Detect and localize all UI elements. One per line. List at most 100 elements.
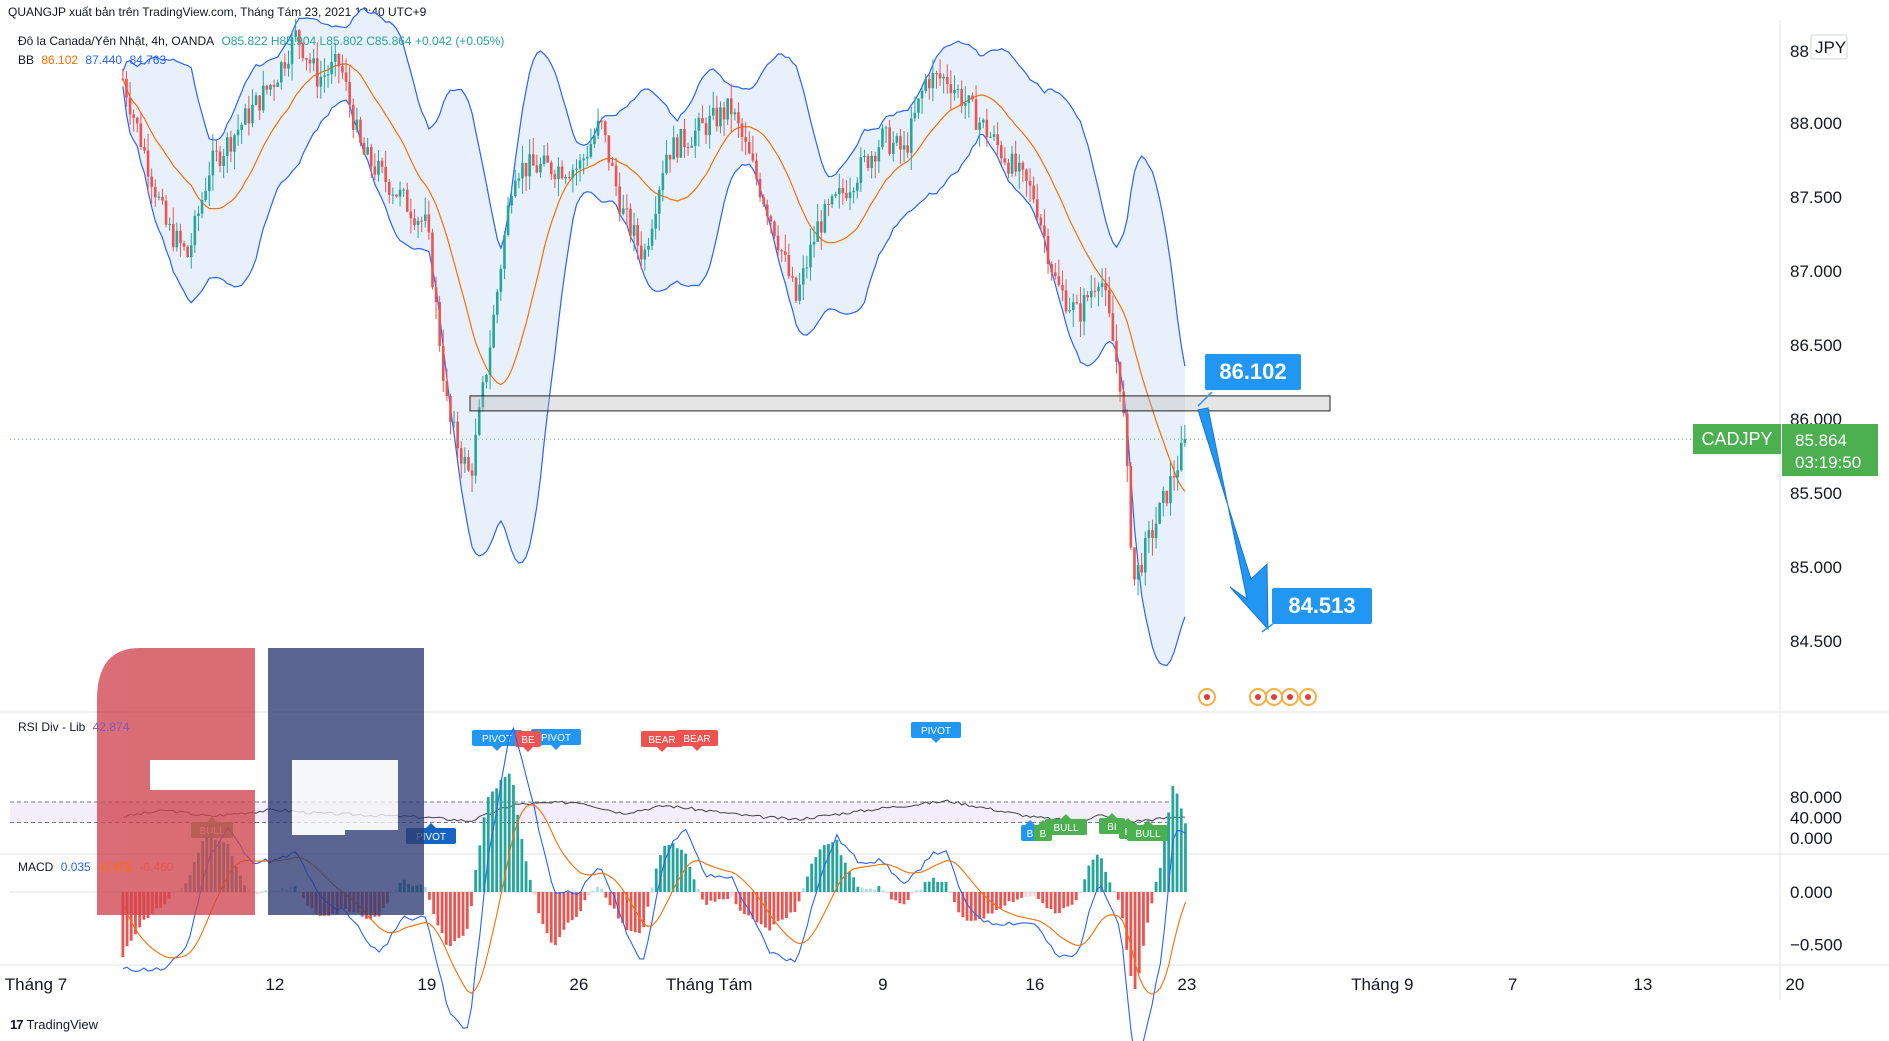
candle [596,108,600,140]
tradingview-logo-icon: 17 [10,1017,24,1032]
candle [798,272,801,305]
candle [1158,502,1161,525]
candle [308,52,312,73]
macd-histogram-bar [642,892,646,928]
candle [258,95,261,120]
axes-layer: 88.00087.50087.00086.50086.00085.50085.0… [5,34,1878,994]
macd-histogram-bar [869,888,872,892]
candle [884,125,888,144]
candle [769,214,773,234]
rsi-legend[interactable]: RSI Div - Lib 42.874 [18,720,133,734]
macd-histogram-bar [684,853,688,892]
candle [791,266,794,283]
macd-histogram-bar [659,855,662,892]
macd-histogram-bar [428,892,431,900]
macd-histogram-bar [449,892,452,947]
candle [600,118,603,130]
macd-histogram-bar [583,892,587,901]
macd-histogram-bar [1041,892,1045,904]
bb-legend[interactable]: BB 86.102 87.440 84.763 [18,53,170,67]
candle [830,194,834,209]
candle [121,68,125,81]
candle [805,255,809,279]
candle [758,172,762,202]
candle [665,139,668,175]
macd-histogram-bar [751,892,755,920]
macd-histogram-bar [701,892,704,900]
candle [337,52,341,84]
macd-histogram-bar [633,892,637,933]
candle [787,243,791,279]
candle [218,145,222,173]
candle [1035,183,1039,222]
candle [301,42,305,62]
time-tick-label: 7 [1508,975,1517,994]
candle [355,107,359,133]
candle [999,140,1003,165]
svg-text:BI: BI [1107,822,1116,833]
macd-histogram-bar [507,773,511,892]
macd-histogram-bar [936,881,940,892]
price-tick-label: 85.000 [1790,558,1842,577]
candle [1050,261,1053,281]
candle [161,188,164,205]
candle [848,177,852,211]
candle [1115,324,1118,374]
macd-histogram-bar [1129,892,1133,976]
candle [722,101,726,136]
candle [247,95,251,136]
macd-histogram-bar [457,892,461,938]
macd-histogram-bar [604,892,608,898]
macd-histogram-bar [1125,892,1129,950]
main-legend[interactable]: Đô la Canada/Yên Nhật, 4h, OANDA O85.822… [18,34,508,48]
event-marker [1299,688,1317,706]
time-tick-label: 16 [1025,975,1044,994]
candle [762,194,765,208]
time-tick-label: 13 [1633,975,1652,994]
macd-histogram-bar [894,892,898,901]
candle [603,120,607,143]
candle [917,98,920,119]
candle [297,28,301,60]
bb-lower-line [122,86,1186,667]
macd-legend[interactable]: MACD 0.035 -0.425 -0.460 [18,860,177,874]
macd-histogram-bar [587,892,591,896]
macd-histogram-bar [474,869,478,892]
candle [366,137,369,156]
candle [881,124,884,150]
candle [625,194,629,226]
candle [1039,213,1043,232]
candle [827,199,830,217]
last-price-tag: 85.864 03:19:50 [1782,424,1878,476]
macd-histogram-bar [911,892,914,894]
candle [863,149,866,163]
candle [729,83,733,132]
macd-histogram-bar [440,892,444,934]
rsi-signal-tag: PIVOT [531,729,581,750]
svg-text:BULL: BULL [1135,829,1160,840]
candle [589,128,593,159]
macd-histogram-bar [1091,859,1095,892]
macd-histogram-bar [810,863,814,892]
candle [679,128,683,158]
resistance-callout-text: 86.102 [1219,359,1286,384]
svg-text:JPY: JPY [1815,38,1846,57]
candle [960,80,963,114]
candle [668,154,672,173]
tradingview-footer[interactable]: 17 TradingView [10,1017,98,1032]
candle [855,177,859,199]
macd-histogram-bar [570,892,574,921]
candle [1143,531,1147,586]
candle [373,153,377,181]
macd-histogram-bar [722,892,725,900]
candle [1021,160,1025,183]
candle [686,142,690,156]
candle [179,223,182,257]
candle [312,48,315,71]
candle [377,150,380,182]
macd-histogram-bar [738,892,742,911]
candle [614,157,618,197]
event-marker [1198,688,1216,706]
macd-histogram-bar [1003,892,1007,906]
